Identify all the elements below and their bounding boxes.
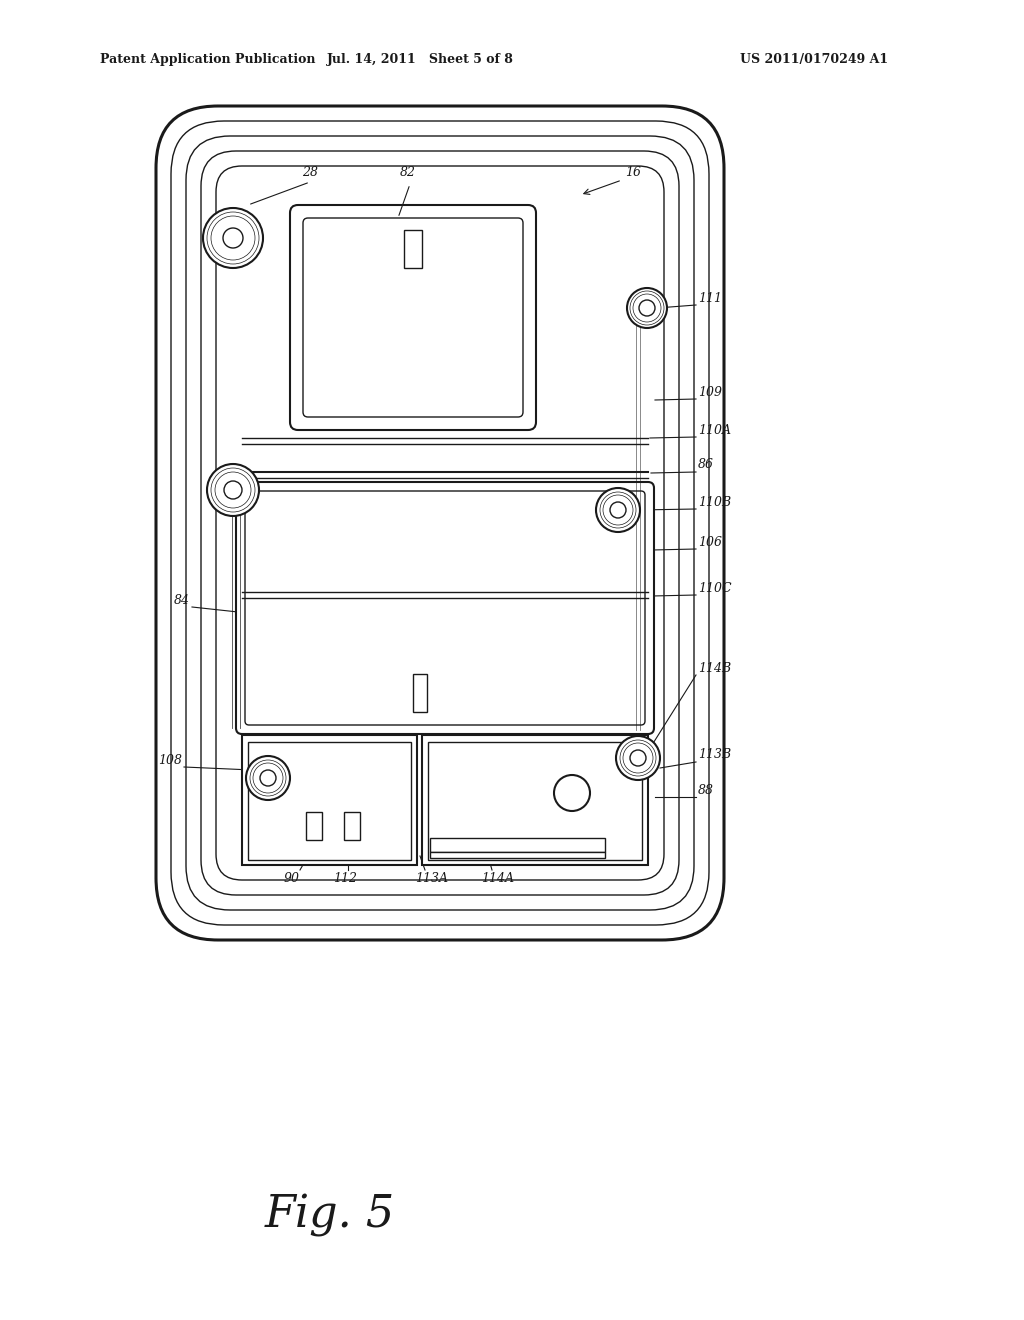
FancyBboxPatch shape xyxy=(156,106,724,940)
Bar xyxy=(413,675,427,711)
FancyBboxPatch shape xyxy=(186,136,694,909)
Text: 106: 106 xyxy=(698,536,722,549)
Text: 110B: 110B xyxy=(698,495,731,508)
Circle shape xyxy=(223,228,243,248)
Circle shape xyxy=(207,465,259,516)
Circle shape xyxy=(246,756,290,800)
Text: 114B: 114B xyxy=(698,661,731,675)
Text: 90: 90 xyxy=(284,871,300,884)
Text: 113A: 113A xyxy=(416,871,449,884)
Text: 28: 28 xyxy=(302,165,318,178)
Text: 108: 108 xyxy=(158,754,182,767)
Text: 82: 82 xyxy=(400,165,416,178)
Circle shape xyxy=(224,480,242,499)
FancyBboxPatch shape xyxy=(303,218,523,417)
Circle shape xyxy=(203,209,263,268)
Circle shape xyxy=(639,300,655,315)
FancyBboxPatch shape xyxy=(216,166,664,880)
Bar xyxy=(306,812,322,840)
Text: 109: 109 xyxy=(698,385,722,399)
Circle shape xyxy=(616,737,660,780)
FancyBboxPatch shape xyxy=(171,121,709,925)
Text: 110A: 110A xyxy=(698,424,731,437)
Text: 86: 86 xyxy=(698,458,714,471)
Text: 110C: 110C xyxy=(698,582,731,594)
Text: 84: 84 xyxy=(174,594,190,606)
Text: 114A: 114A xyxy=(481,871,514,884)
Text: 88: 88 xyxy=(698,784,714,796)
Circle shape xyxy=(610,502,626,517)
Circle shape xyxy=(260,770,276,785)
Circle shape xyxy=(554,775,590,810)
FancyBboxPatch shape xyxy=(245,491,645,725)
FancyBboxPatch shape xyxy=(290,205,536,430)
Text: 111: 111 xyxy=(698,292,722,305)
Text: Fig. 5: Fig. 5 xyxy=(265,1193,395,1237)
Text: Patent Application Publication: Patent Application Publication xyxy=(100,54,315,66)
Circle shape xyxy=(630,750,646,766)
Text: US 2011/0170249 A1: US 2011/0170249 A1 xyxy=(740,54,888,66)
Bar xyxy=(344,812,360,840)
Bar xyxy=(430,838,605,851)
Bar xyxy=(422,735,648,865)
Text: 113B: 113B xyxy=(698,748,731,762)
Circle shape xyxy=(627,288,667,327)
Circle shape xyxy=(596,488,640,532)
Text: 16: 16 xyxy=(625,165,641,178)
FancyBboxPatch shape xyxy=(236,482,654,734)
Bar xyxy=(428,742,642,861)
Text: 112: 112 xyxy=(333,871,357,884)
Bar xyxy=(248,742,411,861)
Bar xyxy=(430,851,605,858)
Bar xyxy=(404,230,422,268)
FancyBboxPatch shape xyxy=(201,150,679,895)
Text: Jul. 14, 2011   Sheet 5 of 8: Jul. 14, 2011 Sheet 5 of 8 xyxy=(327,54,513,66)
Bar xyxy=(242,735,417,865)
